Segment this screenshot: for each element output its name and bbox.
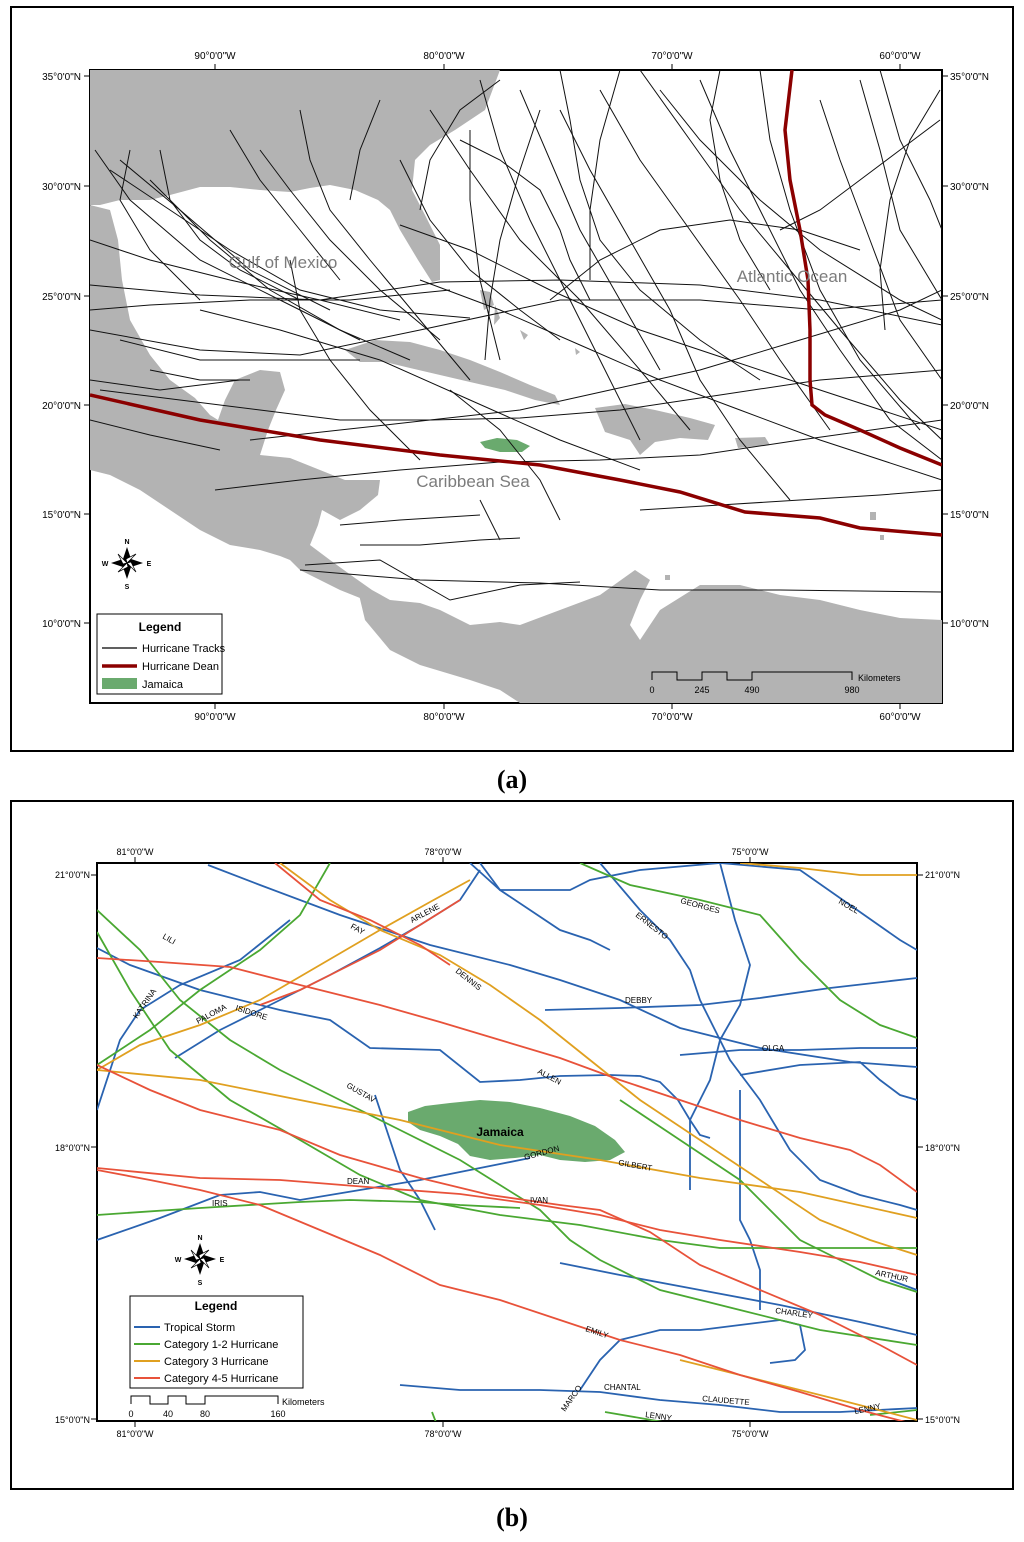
storm-label: DEBBY	[625, 996, 653, 1005]
caption-b: (b)	[496, 1503, 528, 1532]
jamaica-shape-a	[480, 438, 530, 452]
map-b: Jamaica ARLENE FAY DENNIS ERNESTO GEORGE…	[55, 847, 960, 1439]
legend-label: Tropical Storm	[164, 1322, 235, 1334]
lat-label-left: 35°0'0"N	[42, 72, 81, 83]
label-atlantic-ocean: Atlantic Ocean	[737, 267, 848, 286]
lon-label-top: 78°0'0"W	[424, 847, 462, 857]
compass-rose-icon: N S E W	[175, 1235, 225, 1287]
storm-label: CLAUDETTE	[702, 1394, 750, 1407]
lon-label-bottom: 90°0'0"W	[194, 712, 236, 723]
lat-label-right: 15°0'0"N	[950, 510, 989, 521]
scale-tick: 0	[649, 685, 654, 695]
hurricane-dean-track	[90, 393, 942, 537]
lat-label-left: 18°0'0"N	[55, 1143, 90, 1153]
jamaica-shape-b	[408, 1100, 625, 1162]
compass-s: S	[125, 584, 130, 591]
storm-label: LENNY	[645, 1410, 673, 1423]
compass-n: N	[124, 539, 129, 546]
lon-label-bottom: 70°0'0"W	[651, 712, 693, 723]
scale-bar-b: 0 40 80 160 Kilometers	[128, 1395, 325, 1419]
lat-label-left: 30°0'0"N	[42, 182, 81, 193]
lat-label-right: 20°0'0"N	[950, 401, 989, 412]
storm-label: OLGA	[762, 1044, 785, 1053]
lon-label-bottom: 81°0'0"W	[116, 1429, 154, 1439]
lat-label-right: 18°0'0"N	[925, 1143, 960, 1153]
storm-label: CHANTAL	[604, 1383, 641, 1392]
lon-label-top: 80°0'0"W	[423, 51, 465, 62]
compass-e: E	[220, 1257, 225, 1264]
scale-tick: 80	[200, 1409, 210, 1419]
lat-label-left: 10°0'0"N	[42, 619, 81, 630]
lat-label-left: 15°0'0"N	[55, 1415, 90, 1425]
hurricane-tracks	[90, 70, 942, 601]
storm-label: IVAN	[530, 1196, 548, 1205]
graticule-b: 81°0'0"W 78°0'0"W 75°0'0"W 81°0'0"W 78°0…	[55, 847, 960, 1439]
legend-label: Category 3 Hurricane	[164, 1356, 269, 1368]
legend-a: Legend Hurricane Tracks Hurricane Dean J…	[96, 613, 226, 695]
lat-label-right: 15°0'0"N	[925, 1415, 960, 1425]
scale-bar-a: 0 245 490 980 Kilometers	[649, 671, 901, 695]
compass-e: E	[147, 561, 152, 568]
hurricane-dean-track-north	[783, 70, 942, 467]
caption-a: (a)	[496, 765, 528, 794]
legend-label: Jamaica	[142, 679, 184, 691]
storm-label: IRIS	[212, 1199, 228, 1208]
lon-label-bottom: 75°0'0"W	[731, 1429, 769, 1439]
compass-w: W	[175, 1257, 182, 1264]
lat-label-left: 25°0'0"N	[42, 292, 81, 303]
map-a-frame	[10, 6, 1014, 752]
lat-label-left: 15°0'0"N	[42, 510, 81, 521]
scale-tick: 160	[270, 1409, 285, 1419]
legend-label: Hurricane Tracks	[142, 643, 226, 655]
scale-tick: 490	[744, 685, 759, 695]
lon-label-bottom: 60°0'0"W	[879, 712, 921, 723]
legend-label: Category 4-5 Hurricane	[164, 1373, 278, 1385]
lat-label-right: 30°0'0"N	[950, 182, 989, 193]
scale-unit: Kilometers	[282, 1397, 325, 1407]
legend-b: Legend Tropical Storm Category 1-2 Hurri…	[129, 1295, 304, 1389]
lon-label-top: 81°0'0"W	[116, 847, 154, 857]
lon-label-bottom: 80°0'0"W	[423, 712, 465, 723]
compass-w: W	[102, 561, 109, 568]
label-caribbean-sea: Caribbean Sea	[416, 472, 530, 491]
lon-label-top: 90°0'0"W	[194, 51, 236, 62]
lon-label-bottom: 78°0'0"W	[424, 1429, 462, 1439]
graticule-a: 90°0'0"W 80°0'0"W 70°0'0"W 60°0'0"W 90°0…	[42, 51, 989, 723]
label-gulf-of-mexico: Gulf of Mexico	[229, 253, 338, 272]
scale-tick: 40	[163, 1409, 173, 1419]
compass-s: S	[198, 1280, 203, 1287]
lon-label-top: 70°0'0"W	[651, 51, 693, 62]
lat-label-right: 10°0'0"N	[950, 619, 989, 630]
lon-label-top: 60°0'0"W	[879, 51, 921, 62]
legend-label: Category 1-2 Hurricane	[164, 1339, 278, 1351]
map-a-land	[90, 70, 942, 703]
compass-n: N	[197, 1235, 202, 1242]
legend-label: Hurricane Dean	[142, 661, 219, 673]
legend-title: Legend	[139, 620, 182, 634]
lat-label-right: 25°0'0"N	[950, 292, 989, 303]
scale-tick: 0	[128, 1409, 133, 1419]
scale-tick: 245	[694, 685, 709, 695]
lat-label-right: 21°0'0"N	[925, 870, 960, 880]
scale-tick: 980	[844, 685, 859, 695]
legend-title: Legend	[195, 1299, 238, 1313]
lat-label-left: 20°0'0"N	[42, 401, 81, 412]
legend-swatch-jamaica	[102, 678, 137, 689]
storm-label: DEAN	[347, 1177, 369, 1186]
lat-label-right: 35°0'0"N	[950, 72, 989, 83]
label-jamaica: Jamaica	[476, 1125, 524, 1139]
lat-label-left: 21°0'0"N	[55, 870, 90, 880]
map-b-frame	[10, 800, 1014, 1490]
map-a: Gulf of Mexico Atlantic Ocean Caribbean …	[42, 51, 989, 723]
compass-rose-icon: N S E W	[102, 539, 152, 591]
scale-unit: Kilometers	[858, 673, 901, 683]
lon-label-top: 75°0'0"W	[731, 847, 769, 857]
storm-tracks	[97, 863, 917, 1421]
